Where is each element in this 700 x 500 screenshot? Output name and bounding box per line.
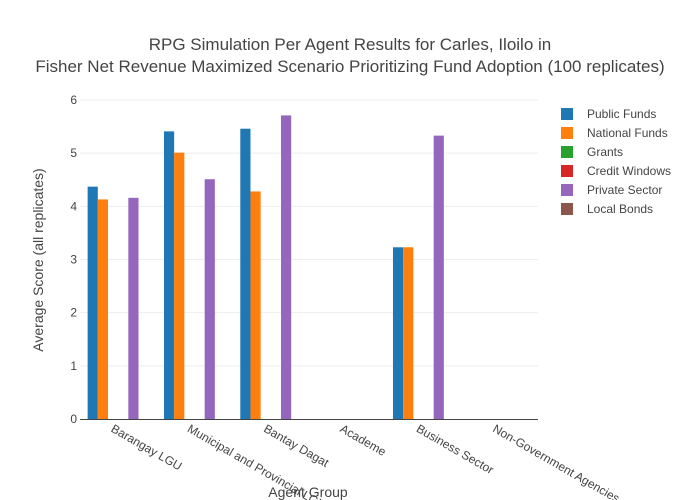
x-tick-label: Barangay LGU	[109, 421, 185, 473]
legend-swatch[interactable]	[561, 203, 573, 215]
bar-public-funds	[163, 131, 175, 419]
y-tick-label: 4	[70, 199, 77, 213]
bar-public-funds	[392, 247, 404, 419]
x-tick-label: Academe	[338, 421, 389, 459]
chart-title-line-2: Fisher Net Revenue Maximized Scenario Pr…	[35, 57, 664, 76]
bar-national-funds	[174, 152, 185, 419]
bar-national-funds	[403, 247, 414, 419]
legend[interactable]: Public Funds National Funds Grants Credit W…	[561, 107, 671, 216]
legend-label[interactable]: National Funds	[587, 126, 668, 140]
y-axis-ticks: 0 1 2 3 4 5 6	[70, 93, 77, 426]
legend-swatch[interactable]	[561, 146, 573, 158]
legend-swatch[interactable]	[561, 184, 573, 196]
bar-public-funds	[240, 128, 251, 419]
legend-label[interactable]: Grants	[587, 145, 623, 159]
bar-national-funds	[250, 191, 261, 419]
legend-swatch[interactable]	[561, 165, 573, 177]
bars-group	[87, 115, 444, 419]
y-tick-label: 6	[70, 93, 77, 107]
y-axis-title: Average Score (all replicates)	[30, 168, 46, 351]
bar-private-sector	[204, 179, 215, 419]
bar-public-funds	[87, 186, 98, 419]
x-tick-label: Business Sector	[414, 421, 496, 476]
legend-label[interactable]: Local Bonds	[587, 202, 653, 216]
gridlines	[80, 99, 538, 367]
x-tick-label: Bantay Dagat	[261, 421, 332, 470]
y-tick-label: 3	[70, 253, 77, 267]
x-axis-title: Agent Group	[268, 484, 348, 500]
legend-swatch[interactable]	[561, 127, 573, 139]
legend-swatch[interactable]	[561, 108, 573, 120]
legend-label[interactable]: Credit Windows	[587, 164, 671, 178]
bar-private-sector	[281, 115, 292, 419]
y-tick-label: 1	[70, 359, 77, 373]
x-axis-ticks: Barangay LGU Municipal and Provincial LGU…	[109, 421, 622, 500]
chart-title-line-1: RPG Simulation Per Agent Results for Car…	[149, 35, 552, 54]
y-tick-label: 0	[70, 412, 77, 426]
bar-private-sector	[128, 197, 139, 419]
bar-private-sector	[433, 135, 444, 419]
legend-label[interactable]: Private Sector	[587, 183, 662, 197]
bar-national-funds	[97, 199, 108, 419]
x-tick-label: Non-Government Agencies	[490, 421, 622, 500]
y-tick-label: 5	[70, 146, 77, 160]
legend-label[interactable]: Public Funds	[587, 107, 656, 121]
y-tick-label: 2	[70, 306, 77, 320]
